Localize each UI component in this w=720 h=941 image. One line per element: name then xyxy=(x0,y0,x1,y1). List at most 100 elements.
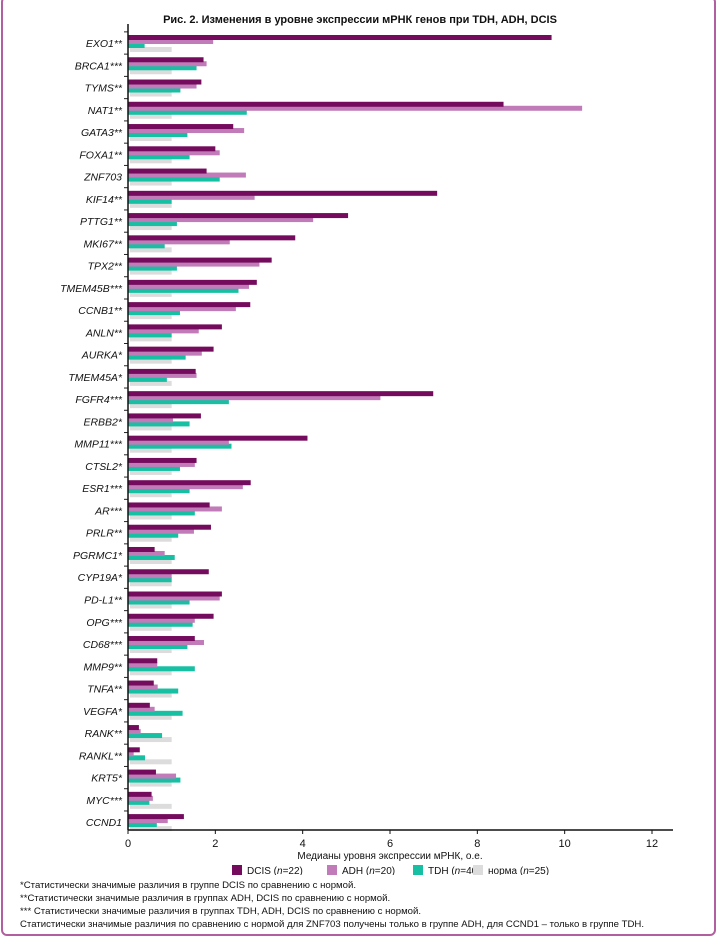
x-tick-label: 6 xyxy=(387,838,393,850)
bar-norma xyxy=(130,336,172,342)
bar-norma xyxy=(130,781,172,787)
bar-dcis xyxy=(128,57,204,63)
bar-adh xyxy=(128,528,194,534)
bar-tdh xyxy=(128,733,163,739)
bar-norma xyxy=(130,380,172,386)
bar-tdh xyxy=(128,376,167,382)
bar-adh xyxy=(128,729,141,735)
bar-dcis xyxy=(128,35,552,40)
legend-label: ADH (n=20) xyxy=(342,866,395,875)
legend-swatch-TDH xyxy=(413,865,423,875)
bar-dcis xyxy=(128,213,349,219)
bar-tdh xyxy=(128,666,195,672)
bar-norma xyxy=(130,558,172,564)
bar-dcis xyxy=(128,480,251,486)
legend-group: норма ( xyxy=(488,866,524,875)
bar-adh xyxy=(128,506,222,512)
category-label: FGFR4*** xyxy=(75,394,123,406)
footnote-3: *** Статистически значимые различия в гр… xyxy=(20,906,422,917)
bar-tdh xyxy=(128,310,180,316)
bar-dcis xyxy=(128,524,211,530)
bar-adh xyxy=(128,261,260,267)
footnote-4: Статистически значимые различия по сравн… xyxy=(20,919,645,930)
category-label: TNFA** xyxy=(87,684,123,696)
bar-dcis xyxy=(128,814,184,820)
bar-adh xyxy=(128,194,255,200)
bar-dcis xyxy=(128,146,216,152)
legend-swatch-DCIS xyxy=(232,865,242,875)
category-label: PD-L1** xyxy=(84,595,123,607)
bar-dcis xyxy=(128,79,202,85)
bar-dcis xyxy=(128,725,139,731)
bar-adh xyxy=(128,239,230,245)
category-label: TMEM45A* xyxy=(68,372,123,384)
category-label: RANK** xyxy=(85,728,123,740)
category-label: BRCA1*** xyxy=(75,60,123,72)
bar-norma xyxy=(130,536,172,542)
bar-dcis xyxy=(128,435,308,441)
bar-adh xyxy=(128,306,236,312)
bar-dcis xyxy=(128,368,196,374)
category-label: AR*** xyxy=(94,505,123,517)
bar-adh xyxy=(128,83,197,89)
bar-adh xyxy=(128,751,134,757)
bar-dcis xyxy=(128,391,434,397)
category-label: AURKA* xyxy=(81,350,123,362)
bar-norma xyxy=(130,314,172,320)
legend-n-symbol: n xyxy=(455,866,461,875)
category-label: ESR1*** xyxy=(82,483,123,495)
bar-dcis xyxy=(128,168,207,174)
category-label: MYC*** xyxy=(86,795,123,807)
category-label: MKI67** xyxy=(83,238,122,250)
footnote-1: *Статистически значимые различия в групп… xyxy=(20,880,356,891)
bar-tdh xyxy=(128,265,177,271)
bar-adh xyxy=(128,372,197,378)
legend-swatch-ADH xyxy=(327,865,337,875)
legend-n-value: =20) xyxy=(375,866,395,875)
bar-norma xyxy=(130,91,172,97)
bar-norma xyxy=(130,202,172,208)
bar-adh xyxy=(128,350,202,356)
bar-adh xyxy=(128,417,173,423)
category-label: CCND1 xyxy=(86,817,122,829)
bar-norma xyxy=(130,492,172,498)
bar-adh xyxy=(128,595,220,601)
bar-adh xyxy=(128,818,168,824)
bar-adh xyxy=(128,484,243,490)
category-label: KRT5* xyxy=(91,773,123,785)
bar-dcis xyxy=(128,257,272,263)
bar-norma xyxy=(130,737,172,743)
category-label: KIF14** xyxy=(86,194,123,206)
bar-adh xyxy=(128,328,199,334)
bar-chart: EXO1** BRCA1*** TYMS** NAT1** GATA3** FOXA1**… xyxy=(60,24,673,875)
category-label: PGRMC1* xyxy=(73,550,123,562)
bar-adh xyxy=(128,150,220,156)
category-label: MMP9** xyxy=(83,661,122,673)
bar-adh xyxy=(128,61,207,67)
bar-norma xyxy=(130,826,172,832)
category-label: MMP11*** xyxy=(74,439,123,451)
bar-adh xyxy=(128,573,172,579)
bar-adh xyxy=(128,773,177,779)
category-label: CTSL2* xyxy=(85,461,123,473)
x-tick-label: 10 xyxy=(559,838,571,850)
bar-dcis xyxy=(128,546,155,552)
bar-norma xyxy=(130,603,172,609)
bar-dcis xyxy=(128,101,504,107)
bar-tdh xyxy=(128,577,172,583)
bar-tdh xyxy=(128,198,172,204)
legend-label: TDH (n=40) xyxy=(428,866,481,875)
bar-norma xyxy=(130,225,172,231)
bar-norma xyxy=(130,447,172,453)
category-label: EXO1** xyxy=(86,38,123,50)
bar-tdh xyxy=(128,287,239,293)
bar-tdh xyxy=(128,109,247,115)
bar-tdh xyxy=(128,443,232,449)
bar-tdh xyxy=(128,710,183,716)
bar-norma xyxy=(130,803,172,809)
bar-adh xyxy=(128,461,195,467)
legend-n-value: =25) xyxy=(529,866,549,875)
bar-norma xyxy=(130,403,172,409)
bar-norma xyxy=(130,714,172,720)
bar-dcis xyxy=(128,324,222,330)
